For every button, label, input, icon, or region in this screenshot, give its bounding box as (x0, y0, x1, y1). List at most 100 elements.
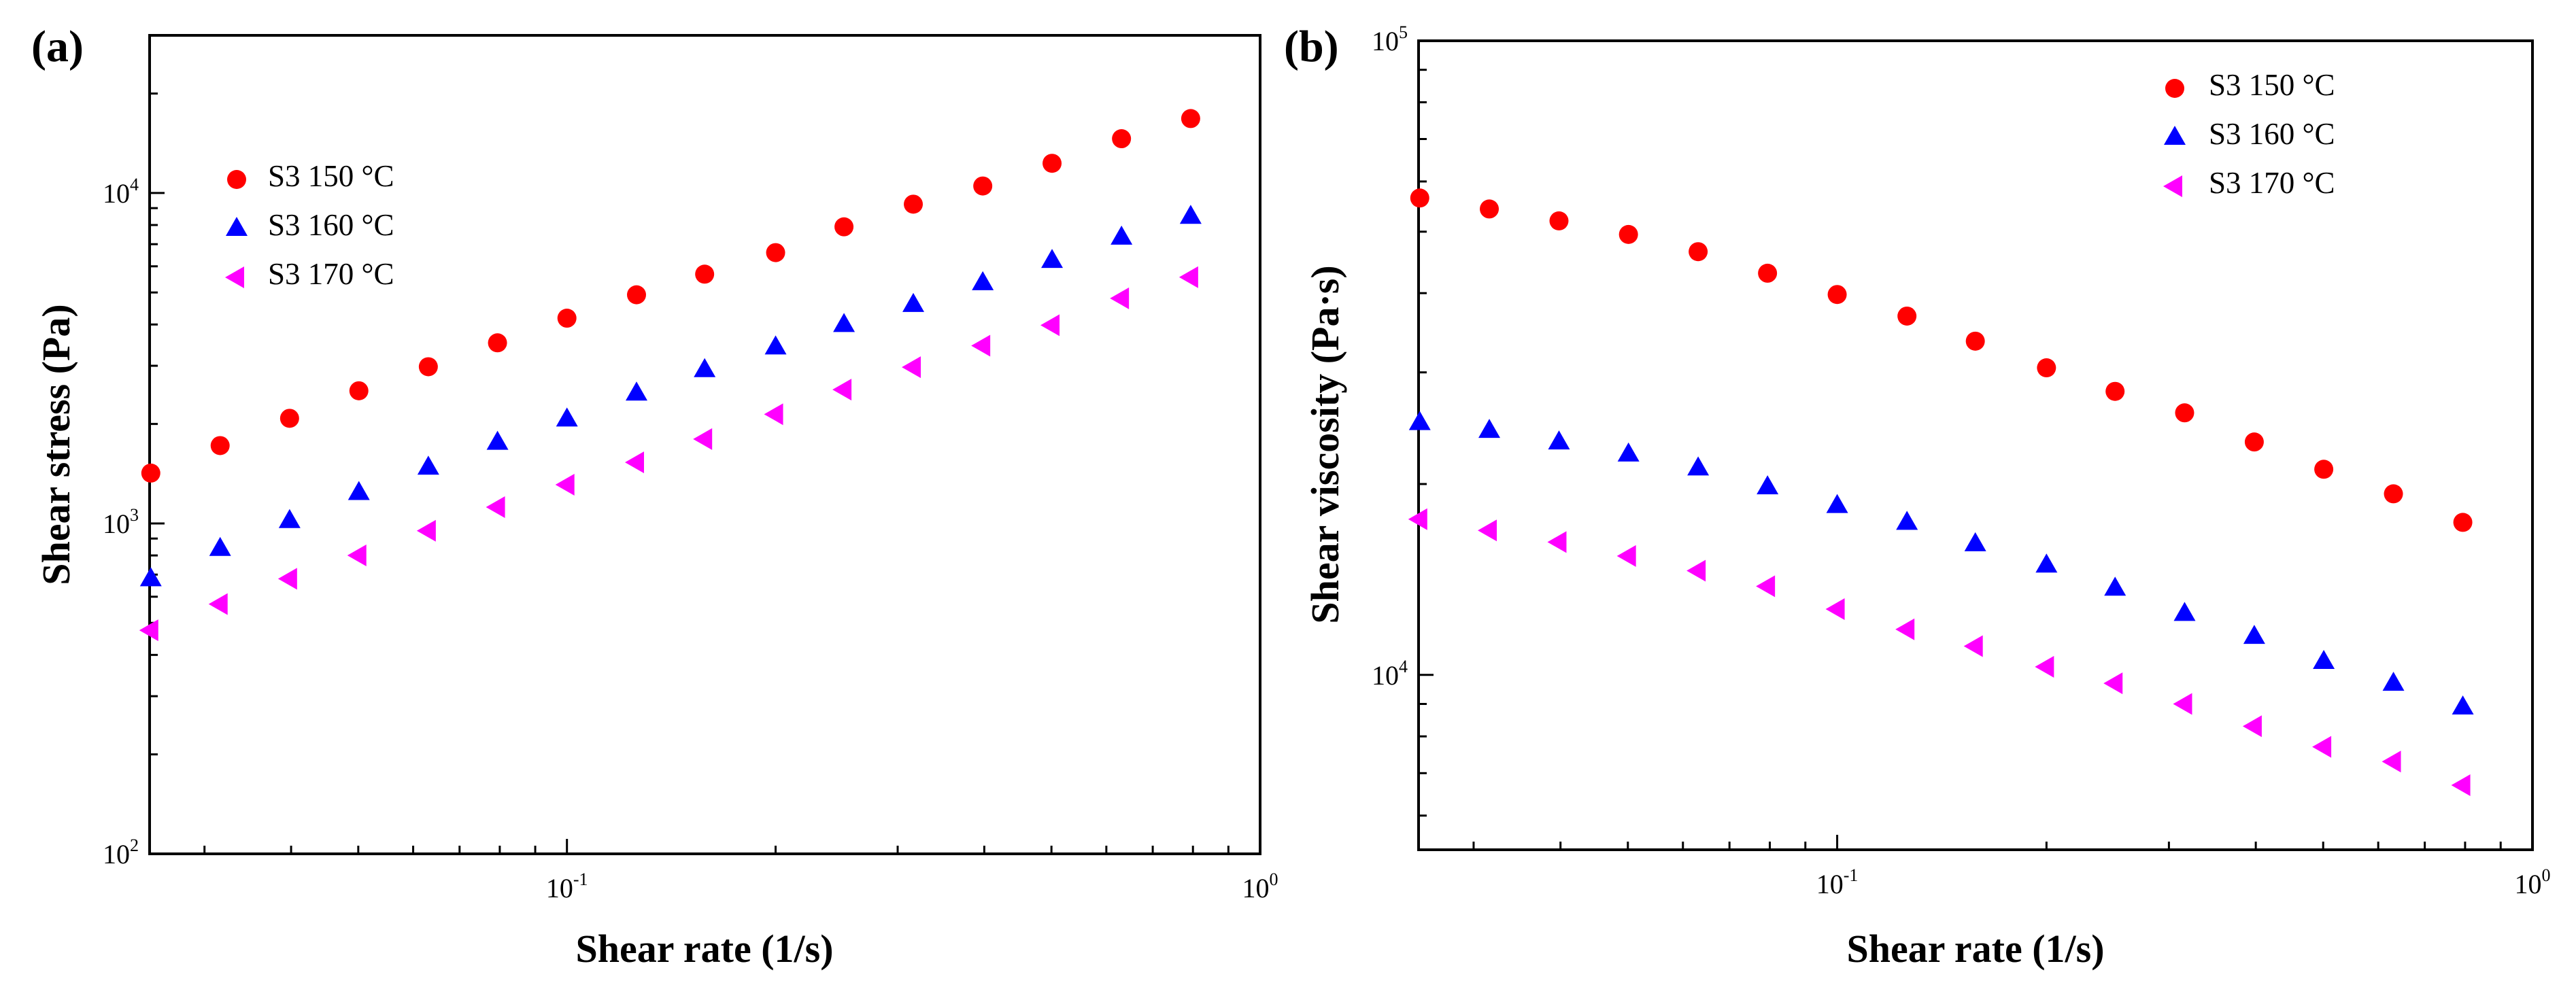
x-tick-label: 100 (2515, 865, 2551, 899)
data-point (555, 473, 575, 496)
panel-b-legend-item-160: S3 160 °C (2164, 117, 2335, 151)
data-point (1410, 188, 1429, 208)
legend-marker (2164, 126, 2186, 145)
panel-b-y-axis-title: Shear viscosity (Pa·s) (1303, 265, 1347, 623)
data-point (1478, 519, 1497, 542)
data-point (2037, 358, 2056, 378)
data-point (488, 333, 507, 353)
data-point (1756, 575, 1776, 598)
data-point (764, 403, 783, 426)
data-point (2104, 576, 2126, 596)
data-point (834, 217, 854, 237)
legend-marker (227, 170, 246, 189)
data-point (1895, 618, 1915, 640)
panel-b: (b) 10-1 100 104 105 Shear rate (1/s) Shear… (1284, 22, 2551, 971)
data-point (971, 334, 991, 357)
panel-a-legend-label-150: S3 150 °C (268, 159, 394, 193)
panel-b-plot-frame (1417, 39, 2534, 851)
data-point (904, 194, 923, 214)
panel-b-label: (b) (1284, 22, 1339, 71)
data-point (2382, 672, 2405, 691)
data-point (1111, 225, 1133, 245)
panel-a-legend-label-160: S3 160 °C (268, 208, 394, 242)
data-point (1825, 598, 1845, 620)
data-point (2173, 693, 2192, 715)
data-point (695, 264, 715, 284)
data-point (1040, 314, 1060, 337)
data-point (557, 309, 577, 328)
panel-b-tick-labels: 10-1 100 104 105 (1372, 22, 2551, 899)
data-point (2452, 695, 2474, 715)
panel-a-legend: S3 150 °C S3 160 °C S3 170 °C (225, 159, 394, 291)
series-170C (139, 266, 1198, 642)
data-point (1965, 331, 1985, 351)
data-point (139, 567, 162, 587)
panel-a-y-axis-title: Shear stress (Pa) (34, 304, 78, 585)
panel-a-legend-item-150: S3 150 °C (227, 159, 394, 193)
data-point (972, 271, 994, 290)
data-point (139, 619, 158, 642)
y-tick-label: 105 (1372, 22, 1408, 56)
data-point (1547, 531, 1567, 553)
data-point (2105, 381, 2125, 401)
data-point (2242, 715, 2262, 738)
data-point (1616, 545, 1636, 567)
data-point (1758, 263, 1778, 283)
data-point (2451, 774, 2471, 797)
data-point (1619, 224, 1638, 244)
panel-b-data-points (1408, 188, 2474, 797)
panel-b-legend: S3 150 °C S3 160 °C S3 170 °C (2163, 68, 2335, 200)
panel-a-x-axis-title: Shear rate (1/s) (575, 927, 833, 971)
data-point (2035, 553, 2058, 573)
panel-b-legend-label-170: S3 170 °C (2209, 166, 2335, 200)
data-point (1757, 475, 1779, 495)
data-point (1687, 456, 1710, 476)
data-point (973, 176, 993, 196)
panel-b-ticks (1419, 39, 2534, 850)
data-point (1043, 154, 1062, 173)
data-point (208, 593, 228, 615)
legend-marker (2163, 175, 2182, 197)
data-point (624, 451, 644, 474)
data-point (209, 536, 231, 556)
panel-b-x-axis-title: Shear rate (1/s) (1846, 927, 2104, 971)
data-point (1689, 242, 1708, 262)
data-point (417, 455, 439, 475)
data-point (1617, 442, 1640, 462)
legend-marker (2165, 79, 2184, 98)
data-point (1826, 494, 1848, 513)
y-tick-label: 104 (1372, 657, 1408, 691)
panel-a-legend-item-170: S3 170 °C (225, 257, 394, 291)
data-point (2384, 484, 2403, 504)
panel-b-legend-label-160: S3 160 °C (2209, 117, 2335, 151)
y-tick-label: 102 (103, 835, 139, 869)
data-point (833, 313, 855, 332)
data-point (694, 358, 716, 377)
data-point (1897, 306, 1917, 326)
data-point (1896, 511, 1918, 530)
data-point (277, 568, 297, 590)
data-point (626, 285, 646, 305)
panel-a-data-points (139, 109, 1202, 642)
data-point (1478, 419, 1501, 438)
data-point (2382, 751, 2401, 773)
data-point (486, 496, 505, 519)
data-point (1181, 109, 1200, 128)
series-160C (139, 205, 1202, 587)
data-point (486, 430, 509, 450)
series-160C (1408, 411, 2474, 715)
data-point (2314, 460, 2334, 479)
data-point (556, 407, 578, 427)
data-point (2035, 655, 2054, 678)
data-point (625, 381, 647, 401)
data-point (2312, 736, 2332, 758)
data-point (416, 519, 436, 542)
data-point (418, 357, 438, 377)
panel-a: (a) 10-1 100 102 103 104 Shear rate (1/s) Sh… (31, 22, 1278, 971)
data-point (1687, 559, 1706, 582)
data-point (902, 292, 925, 312)
panel-b-legend-label-150: S3 150 °C (2209, 68, 2335, 102)
data-point (1548, 430, 1570, 450)
y-tick-label: 103 (103, 505, 139, 539)
